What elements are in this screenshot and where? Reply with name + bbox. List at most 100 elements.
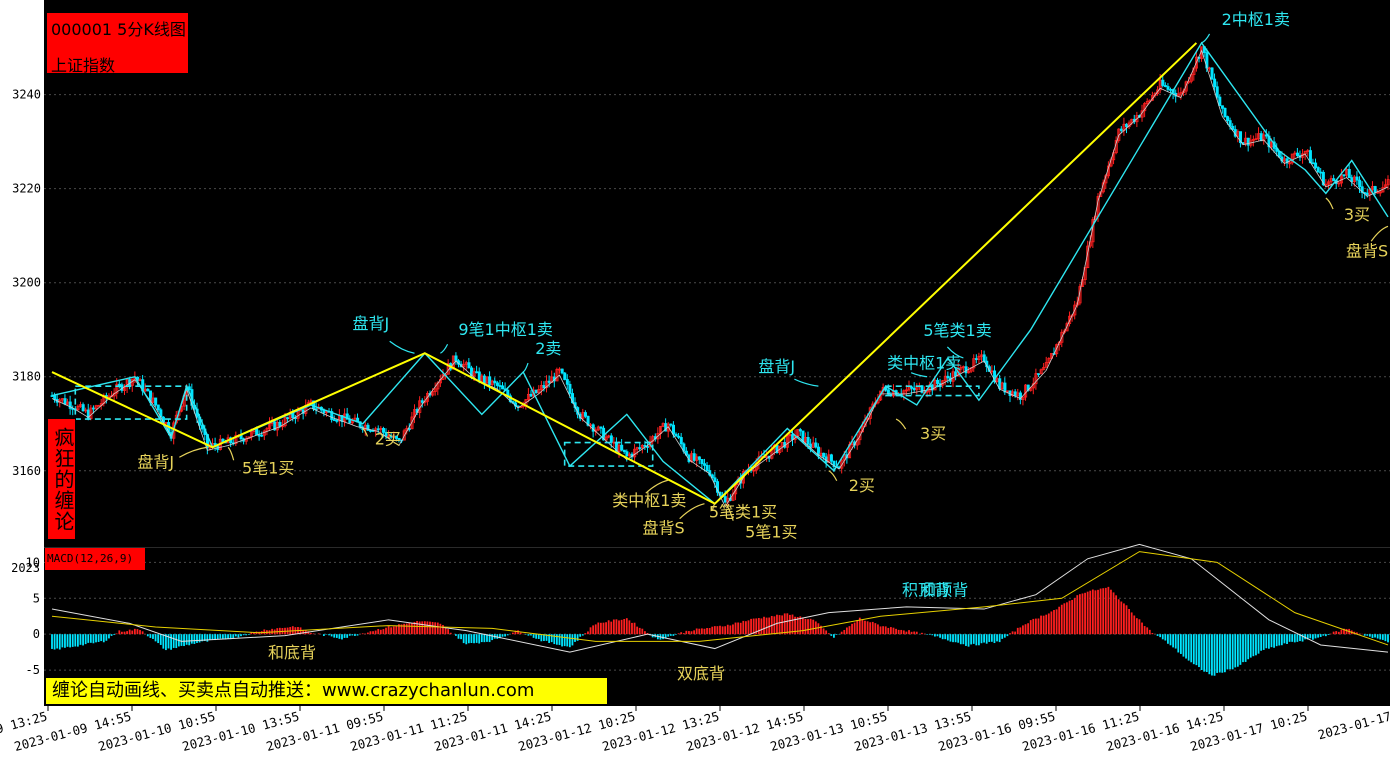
candle-body	[477, 371, 481, 382]
annotation-arrow	[227, 446, 235, 461]
candle-body	[697, 456, 701, 460]
candle-body	[63, 398, 67, 405]
candle-body	[1365, 192, 1369, 196]
side-brand-label: 疯狂的缠论	[47, 418, 76, 540]
annotation-label: 3买	[920, 424, 946, 443]
candle-body	[1319, 171, 1323, 174]
candle-body	[785, 435, 789, 448]
candle-body	[454, 355, 458, 362]
annotation-arrow	[828, 470, 838, 482]
candle-body	[268, 423, 272, 429]
annotation-label: 5笔1买	[745, 523, 797, 542]
candle-body	[840, 459, 844, 469]
candle-body	[977, 355, 981, 360]
candle-body	[527, 393, 531, 400]
candle-body	[89, 407, 93, 420]
x-tick-label: 2023-01-17	[1316, 708, 1390, 742]
candle-body	[1003, 382, 1007, 393]
candle-body	[534, 389, 538, 394]
candle-body	[278, 421, 282, 427]
candle-body	[467, 362, 471, 369]
candle-body	[332, 419, 336, 421]
candle-body	[1321, 171, 1325, 186]
candle-body	[858, 431, 862, 441]
candle-body	[1163, 85, 1167, 87]
candle-body	[156, 404, 160, 411]
annotation-label: 2卖	[535, 339, 561, 358]
candle-body	[778, 445, 782, 454]
candle-body	[1332, 178, 1336, 182]
candle-body	[547, 380, 551, 383]
candle-body	[1350, 177, 1354, 183]
price-tick-label: 3240	[12, 88, 41, 102]
candle-body	[394, 435, 398, 439]
candle-body	[974, 358, 978, 360]
candle-body	[255, 428, 259, 436]
annotation-label: 盘背J	[758, 357, 795, 376]
candle-body	[1055, 344, 1059, 355]
annotation-arrow	[895, 418, 907, 430]
candle-body	[1239, 131, 1243, 144]
annotation-arrow	[711, 503, 716, 511]
promo-banner[interactable]: 缠论自动画线、买卖点自动推送：www.crazychanlun.com	[45, 677, 608, 705]
candle-body	[1223, 107, 1227, 118]
candle-body	[964, 366, 968, 374]
candle-body	[81, 404, 85, 412]
macd-top-value-label: 2023	[11, 561, 40, 575]
annotation-label: 5笔类1买	[709, 503, 777, 522]
candle-body	[563, 372, 567, 380]
central-zone-box	[884, 385, 980, 397]
candle-body	[1039, 369, 1043, 375]
candle-body	[1179, 92, 1183, 95]
annotation-label: 2买	[849, 476, 875, 495]
candle-body	[674, 433, 678, 437]
candle-body	[936, 379, 940, 384]
candle-body	[441, 374, 445, 380]
annotation-label: 5笔类1卖	[923, 321, 991, 340]
macd-annotation-label: 积顶背	[902, 580, 950, 599]
dif-line	[51, 543, 1389, 653]
candle-body	[1226, 116, 1230, 121]
candle-body	[257, 434, 261, 437]
candle-body	[384, 431, 388, 437]
candle-body	[638, 447, 642, 450]
candle-body	[462, 363, 466, 368]
candle-body	[1355, 176, 1359, 181]
price-tick-label: 3220	[12, 182, 41, 196]
segment-line	[51, 42, 1198, 505]
candle-body	[501, 385, 505, 390]
candle-body	[972, 358, 976, 369]
candle-body	[94, 405, 98, 409]
candle-body	[1125, 123, 1129, 127]
candle-body	[982, 354, 986, 362]
candle-body	[568, 383, 572, 394]
candle-body	[1259, 133, 1263, 142]
price-tick-label: 3180	[12, 370, 41, 384]
candle-body	[951, 371, 955, 382]
annotation-arrow	[724, 503, 734, 521]
candle-body	[345, 413, 349, 420]
candle-body	[1060, 331, 1064, 343]
candle-body	[1218, 96, 1222, 107]
candle-body	[1373, 186, 1377, 193]
candle-body	[1342, 174, 1346, 177]
macd-annotation-label: 和底背	[268, 643, 316, 662]
candle-body	[798, 429, 802, 432]
annotation-arrow	[679, 503, 705, 520]
candle-body	[1150, 95, 1154, 101]
candle-body	[713, 477, 717, 483]
price-tick-label: 3160	[12, 464, 41, 478]
candle-body	[829, 454, 833, 462]
candle-body	[1347, 169, 1351, 179]
candle-body	[677, 435, 681, 438]
candle-body	[1314, 162, 1318, 168]
candle-body	[1117, 128, 1121, 141]
annotation-arrow	[946, 346, 964, 359]
candle-body	[571, 393, 575, 404]
candle-body	[76, 405, 80, 411]
candle-body	[643, 444, 647, 447]
candle-body	[426, 393, 430, 402]
annotation-arrow	[179, 446, 208, 458]
candle-body	[1047, 357, 1051, 363]
